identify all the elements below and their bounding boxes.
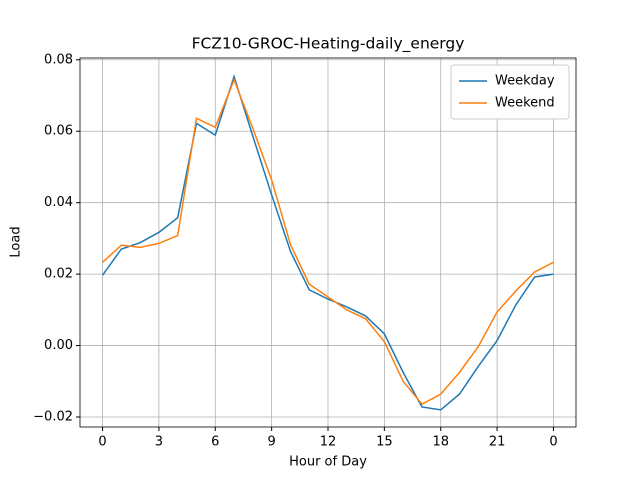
line-series [102,77,554,406]
x-tick-label: 21 [489,435,506,450]
legend-label: Weekend [495,96,555,111]
y-tick-label: 0.00 [44,338,73,353]
x-tick-label: 15 [376,435,393,450]
legend-label: Weekday [495,74,555,89]
x-tick-label: 12 [320,435,337,450]
y-tick-label: 0.02 [44,267,73,282]
y-tick-label: 0.06 [44,124,73,139]
x-tick-label: 3 [155,435,163,450]
y-axis-label: Load [9,226,24,257]
line-series [101,74,554,411]
x-tick-label: 18 [432,435,449,450]
plot-frame [79,57,577,428]
x-tick-label: 0 [549,435,557,450]
chart-title: FCZ10-GROC-Heating-daily_energy [192,35,465,54]
legend: Weekday Weekend [450,64,570,120]
x-tick-label: 0 [98,435,106,450]
y-tick-label: 0.04 [44,195,73,210]
x-tick-label: 9 [267,435,275,450]
y-tick-label: −0.02 [33,409,73,424]
x-tick-label: 6 [211,435,219,450]
legend-box [450,64,570,120]
x-axis-label: Hour of Day [289,455,367,470]
y-tick-label: 0.08 [44,52,73,67]
